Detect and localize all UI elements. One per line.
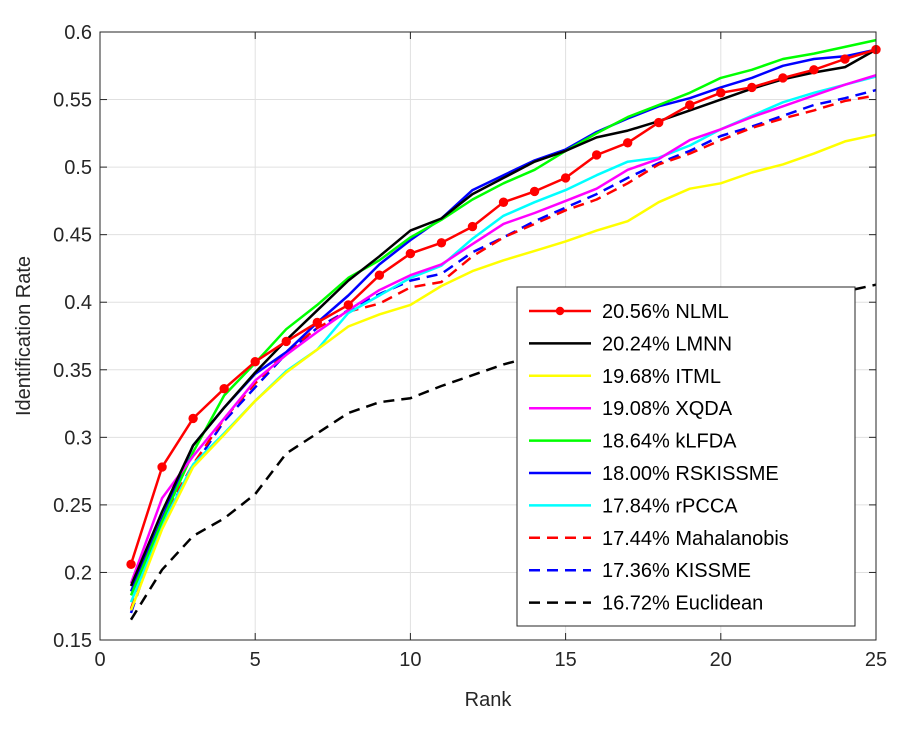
legend-entry: 17.44% Mahalanobis xyxy=(529,528,789,550)
series-0 xyxy=(126,44,881,570)
data-point xyxy=(747,82,757,93)
axis-ticks xyxy=(99,31,877,641)
legend-label: 17.36% KISSME xyxy=(602,560,751,582)
data-point xyxy=(529,186,540,197)
data-point xyxy=(809,65,819,75)
series-line xyxy=(129,74,877,584)
legend-label: 20.24% LMNN xyxy=(602,333,732,355)
legend-label: 16.72% Euclidean xyxy=(602,593,763,615)
data-point xyxy=(622,138,633,148)
data-point xyxy=(591,150,602,160)
series-line xyxy=(129,133,877,611)
data-point xyxy=(312,317,322,328)
data-point xyxy=(778,73,788,83)
data-point xyxy=(157,462,167,472)
series-3 xyxy=(129,74,877,584)
data-point xyxy=(188,413,198,424)
data-point xyxy=(374,270,385,280)
data-point xyxy=(405,248,416,259)
data-point xyxy=(281,336,291,347)
y-axis-label: Identification Rate xyxy=(13,256,35,416)
legend-label: 19.68% ITML xyxy=(602,366,721,388)
data-point xyxy=(126,559,136,570)
legend: 20.56% NLML 20.24% LMNN 19.68% ITML 19.08% … xyxy=(516,286,856,627)
legend-label: 18.64% kLFDA xyxy=(602,431,737,453)
data-point xyxy=(685,100,695,110)
y-tick-label: 0.15 xyxy=(53,630,92,652)
y-tick-label: 0.45 xyxy=(53,225,92,247)
y-tick-label: 0.25 xyxy=(53,495,92,517)
legend-entry: 16.72% Euclidean xyxy=(529,593,763,615)
series-8 xyxy=(129,88,877,614)
data-point xyxy=(250,356,260,367)
legend-entry: 20.56% NLML xyxy=(529,301,729,323)
legend-label: 18.00% RSKISSME xyxy=(602,463,779,485)
plot-box xyxy=(99,31,877,641)
data-point xyxy=(467,221,478,232)
y-tick-label: 0.55 xyxy=(53,90,92,112)
series-7 xyxy=(129,94,877,610)
series-line xyxy=(129,88,877,614)
legend-label: 20.56% NLML xyxy=(602,301,729,323)
legend-label: 17.84% rPCCA xyxy=(602,495,738,517)
x-tick-label: 20 xyxy=(710,649,732,671)
legend-entry: 20.24% LMNN xyxy=(529,333,732,355)
x-tick-label: 10 xyxy=(399,649,421,671)
x-tick-label: 15 xyxy=(554,649,576,671)
y-tick-label: 0.6 xyxy=(64,22,92,44)
series-2 xyxy=(129,133,877,611)
legend-label: 17.44% Mahalanobis xyxy=(602,528,789,550)
x-tick-label: 5 xyxy=(250,649,261,671)
y-tick-label: 0.3 xyxy=(64,427,92,449)
data-point xyxy=(654,117,664,128)
legend-entry: 18.00% RSKISSME xyxy=(529,463,779,485)
data-point xyxy=(716,88,726,98)
legend-entry: 18.64% kLFDA xyxy=(529,431,737,453)
data-point xyxy=(436,238,447,248)
data-point xyxy=(560,173,571,183)
y-tick-label: 0.5 xyxy=(64,157,92,179)
legend-entry: 19.08% XQDA xyxy=(529,398,733,420)
legend-entry: 17.36% KISSME xyxy=(529,560,751,582)
legend-entry: 17.84% rPCCA xyxy=(529,495,738,517)
legend-marker xyxy=(555,306,565,316)
x-tick-label: 0 xyxy=(94,649,105,671)
data-point xyxy=(219,383,229,394)
y-tick-label: 0.2 xyxy=(64,562,92,584)
y-tick-label: 0.35 xyxy=(53,360,92,382)
series-line xyxy=(129,94,877,610)
data-point xyxy=(343,300,354,310)
y-tick-label: 0.4 xyxy=(64,292,92,314)
legend-label: 19.08% XQDA xyxy=(602,398,733,420)
tick-labels: 0 5 10 15 20 25 0.15 0.2 0.25 0.3 0.35 0.4 0.45 0.5 0.… xyxy=(53,22,887,671)
legend-entry: 19.68% ITML xyxy=(529,366,721,388)
x-tick-label: 25 xyxy=(865,649,887,671)
series-layer xyxy=(126,38,881,621)
data-point xyxy=(840,54,850,64)
data-point xyxy=(498,197,509,207)
x-axis-label: Rank xyxy=(465,689,513,711)
